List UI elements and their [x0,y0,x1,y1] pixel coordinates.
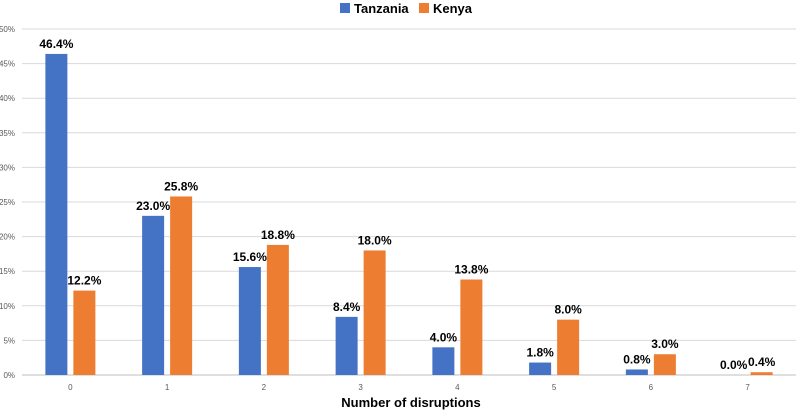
data-label-tanzania-0: 46.4% [39,37,73,51]
x-axis-title: Number of disruptions [341,395,480,410]
bar-kenya-1 [170,196,193,375]
data-label-tanzania-1: 23.0% [136,199,170,213]
bar-tanzania-6 [625,369,648,375]
bar-tanzania-5 [529,362,552,375]
bar-kenya-5 [557,319,580,375]
x-tick-label: 0 [68,383,73,392]
data-label-kenya-7: 0.4% [748,355,776,369]
bar-tanzania-2 [238,267,261,375]
bar-kenya-3 [363,250,386,375]
data-label-tanzania-7: 0.0% [720,358,748,372]
bars [45,53,773,376]
x-tick-label: 5 [552,383,557,392]
legend-swatch-tanzania [340,3,350,13]
y-tick-label: 35% [0,129,15,138]
y-tick-label: 25% [0,198,15,207]
data-label-tanzania-5: 1.8% [526,346,554,360]
y-tick-label: 15% [0,267,15,276]
data-label-kenya-4: 13.8% [454,263,488,277]
y-tick-label: 45% [0,60,15,69]
data-label-kenya-0: 12.2% [67,274,101,288]
data-label-kenya-1: 25.8% [164,179,198,193]
data-label-tanzania-2: 15.6% [233,250,267,264]
data-label-kenya-6: 3.0% [651,337,679,351]
data-label-kenya-5: 8.0% [554,303,582,317]
legend-label-kenya: Kenya [433,1,473,16]
bar-kenya-0 [73,290,96,375]
data-label-kenya-2: 18.8% [261,228,295,242]
x-tick-label: 3 [358,383,363,392]
bar-tanzania-0 [45,53,68,376]
data-label-tanzania-4: 4.0% [430,330,458,344]
bar-kenya-4 [460,279,483,375]
y-tick-label: 5% [3,336,15,345]
y-tick-label: 40% [0,94,15,103]
x-tick-label: 6 [649,383,654,392]
legend: Tanzania Kenya [340,1,473,16]
x-tick-label: 4 [455,383,460,392]
bar-kenya-6 [653,354,676,375]
legend-swatch-kenya [419,3,429,13]
x-tick-label: 1 [165,383,170,392]
y-tick-label: 0% [3,371,15,380]
data-label-kenya-3: 18.0% [358,233,392,247]
bar-kenya-2 [266,244,289,375]
bar-kenya-7 [750,372,773,375]
y-tick-label: 20% [0,233,15,242]
y-tick-label: 10% [0,302,15,311]
x-tick-label: 2 [262,383,267,392]
data-label-tanzania-6: 0.8% [623,352,651,366]
x-axis-tick-labels: 0 1 2 3 4 5 6 7 [68,383,750,392]
legend-label-tanzania: Tanzania [354,1,409,16]
data-labels: 46.4% 12.2% 23.0% 25.8% 15.6% 18.8% 8.4% 18.0% 4… [39,37,775,372]
bar-tanzania-1 [142,215,165,375]
data-label-tanzania-3: 8.4% [333,300,361,314]
x-tick-label: 7 [745,383,750,392]
y-tick-label: 50% [0,25,15,34]
y-axis-tick-labels: 0% 5% 10% 15% 20% 25% 30% 35% 40% 45% 50% [0,25,15,380]
bar-tanzania-3 [335,316,358,375]
y-tick-label: 30% [0,163,15,172]
bar-tanzania-4 [432,347,455,375]
